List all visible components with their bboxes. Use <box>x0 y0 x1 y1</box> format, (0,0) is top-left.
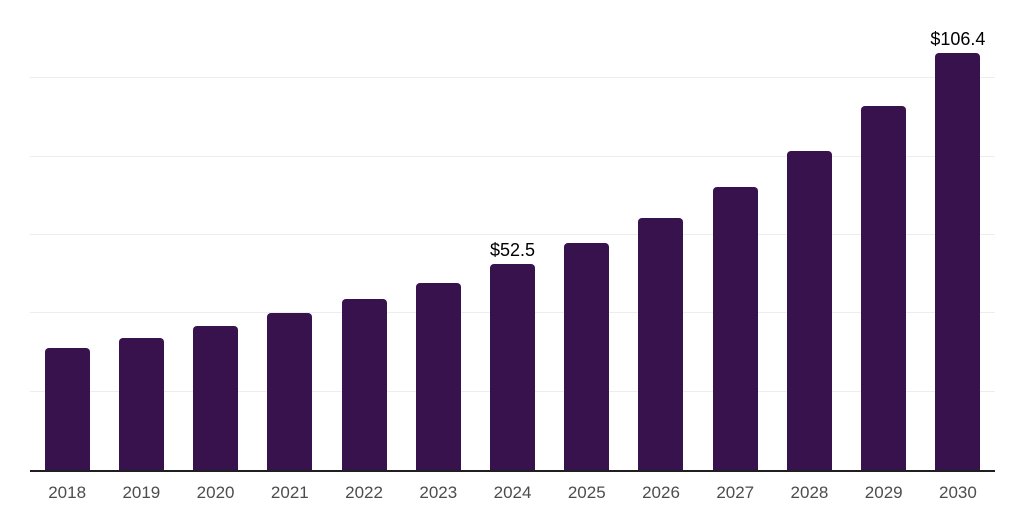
bar-slot-2022 <box>327 0 401 470</box>
bar-slot-2029 <box>847 0 921 470</box>
gridline-y-80 <box>30 155 995 157</box>
bar-2018 <box>44 347 90 470</box>
bar-2021 <box>267 313 313 470</box>
bar-slot-2021 <box>253 0 327 470</box>
x-tick-label-2020: 2020 <box>196 483 235 502</box>
x-tick-label-2019: 2019 <box>122 483 161 502</box>
bar-slot-2024: $52.5 <box>475 0 549 470</box>
x-tick-label-2029: 2029 <box>864 483 903 502</box>
bar-slot-2026 <box>624 0 698 470</box>
bar-slot-2030: $106.4 <box>921 0 995 470</box>
bars-layer: $52.5 $106.4 <box>30 0 995 470</box>
x-tick-label-2026: 2026 <box>642 483 680 502</box>
x-axis-line <box>30 470 995 472</box>
x-tick-label-2018: 2018 <box>48 483 87 502</box>
bar-slot-2018 <box>30 0 104 470</box>
x-tick-label-2023: 2023 <box>419 483 458 502</box>
bar-slot-2027 <box>698 0 772 470</box>
bar-slot-2025 <box>550 0 624 470</box>
x-tick-label-2027: 2027 <box>716 483 755 502</box>
x-tick-label-2024: 2024 <box>493 483 532 502</box>
x-tick-label-2022: 2022 <box>345 483 383 502</box>
bar-2019 <box>118 337 164 470</box>
gridline-y-60 <box>30 234 995 235</box>
bar-2022 <box>341 299 387 470</box>
bar-2020 <box>193 325 239 470</box>
bar-value-label-2024: $52.5 <box>489 240 536 261</box>
bar-slot-2020 <box>178 0 252 470</box>
bar-2024 <box>490 264 536 470</box>
x-tick-label-2025: 2025 <box>567 483 606 502</box>
gridline-y-100 <box>30 77 995 79</box>
bar-slot-2023 <box>401 0 475 470</box>
bar-2026 <box>638 217 684 470</box>
bar-2028 <box>786 151 832 470</box>
x-axis-labels: 2018 2019 2020 2021 2022 2023 2024 2025 2026 2027… <box>30 482 995 504</box>
bar-2023 <box>415 283 461 470</box>
bar-value-label-2030: $106.4 <box>930 29 986 50</box>
bar-2030 <box>935 53 981 470</box>
x-tick-label-2028: 2028 <box>790 483 829 502</box>
x-tick-label-2021: 2021 <box>270 483 309 502</box>
bar-slot-2019 <box>104 0 178 470</box>
x-tick-label-2030: 2030 <box>939 483 977 502</box>
bar-2029 <box>861 106 907 470</box>
bar-slot-2028 <box>772 0 846 470</box>
bar-2027 <box>712 186 758 470</box>
bar-2025 <box>564 242 610 470</box>
plot-area: $52.5 $106.4 <box>30 0 995 472</box>
